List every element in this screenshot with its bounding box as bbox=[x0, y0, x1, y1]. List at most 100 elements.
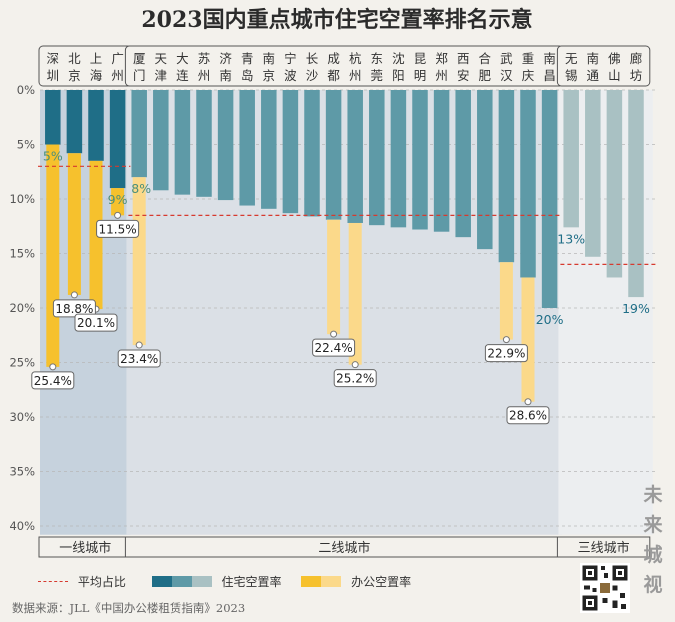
city-label-top: 天 bbox=[155, 51, 168, 66]
city-label-bottom: 津 bbox=[155, 68, 168, 83]
residential-bar bbox=[412, 90, 428, 230]
office-bar bbox=[348, 222, 362, 365]
residential-bar bbox=[455, 90, 471, 238]
residential-bar bbox=[217, 90, 234, 201]
legend-res-swatch-1 bbox=[151, 576, 172, 587]
group-footer-box bbox=[556, 536, 651, 558]
group-footer-label: 三线城市 bbox=[578, 540, 630, 556]
office-value-box bbox=[333, 369, 377, 388]
city-label-top: 郑 bbox=[435, 51, 448, 66]
watermark-char: 城 bbox=[643, 544, 663, 566]
residential-value-label: 19% bbox=[622, 301, 650, 316]
city-label-top: 北 bbox=[68, 51, 81, 66]
residential-value-label: 5% bbox=[43, 149, 63, 164]
watermark-char: 来 bbox=[643, 514, 663, 536]
office-bar-end-dot bbox=[524, 398, 532, 406]
office-bar-end-dot bbox=[351, 361, 359, 369]
legend-avg-label: 平均占比 bbox=[77, 575, 126, 589]
city-label-bottom: 明 bbox=[414, 68, 427, 83]
chart-title: 2023国内重点城市住宅空置率排名示意 bbox=[141, 7, 532, 33]
city-label-bottom: 岛 bbox=[241, 68, 254, 83]
residential-value-label: 13% bbox=[557, 231, 585, 246]
city-label-top: 昆 bbox=[414, 51, 427, 66]
residential-bar bbox=[390, 90, 407, 228]
residential-bar bbox=[196, 90, 212, 197]
residential-bar bbox=[304, 90, 320, 217]
city-label-bottom: 阳 bbox=[392, 68, 405, 83]
y-tick-label: 10% bbox=[9, 192, 35, 206]
y-tick-label: 15% bbox=[9, 247, 35, 261]
residential-bar bbox=[477, 90, 493, 250]
legend-avg-line-swatch bbox=[38, 581, 68, 582]
office-bar bbox=[111, 188, 125, 216]
residential-bar bbox=[45, 90, 61, 145]
residential-bar bbox=[88, 90, 104, 161]
city-label-top: 西 bbox=[457, 51, 470, 66]
office-value-box bbox=[506, 406, 550, 425]
office-value-label: 28.6% bbox=[509, 409, 547, 423]
office-value-box bbox=[96, 219, 140, 238]
city-label-bottom: 波 bbox=[284, 68, 297, 83]
office-value-box bbox=[31, 371, 75, 390]
group-header-box bbox=[124, 45, 564, 87]
city-label-top: 广 bbox=[111, 51, 124, 66]
residential-value-label: 9% bbox=[108, 192, 128, 207]
y-tick-label: 35% bbox=[9, 465, 35, 479]
residential-bar bbox=[369, 90, 385, 226]
city-label-top: 大 bbox=[176, 51, 189, 66]
residential-bar bbox=[585, 90, 601, 257]
city-label-bottom: 通 bbox=[587, 68, 600, 83]
city-label-bottom: 门 bbox=[133, 68, 146, 83]
city-label-bottom: 汉 bbox=[500, 68, 513, 83]
legend-office-swatch-1 bbox=[301, 576, 322, 587]
residential-bar bbox=[239, 90, 255, 206]
office-value-label: 25.4% bbox=[34, 374, 72, 388]
city-label-bottom: 昌 bbox=[543, 68, 556, 83]
residential-bar bbox=[109, 90, 126, 189]
legend-office-swatch-2 bbox=[321, 576, 342, 587]
qr-code-icon bbox=[580, 563, 630, 613]
residential-bar bbox=[563, 90, 579, 228]
city-label-top: 南 bbox=[263, 51, 276, 66]
city-label-bottom: 肥 bbox=[479, 68, 492, 83]
office-bar bbox=[521, 277, 535, 402]
city-label-bottom: 连 bbox=[176, 68, 189, 83]
city-label-top: 宁 bbox=[284, 51, 297, 66]
city-label-top: 济 bbox=[219, 51, 232, 66]
watermark-char: 视 bbox=[643, 574, 663, 596]
city-label-bottom: 安 bbox=[457, 68, 470, 83]
residential-bar bbox=[66, 90, 83, 154]
city-label-top: 成 bbox=[327, 51, 340, 66]
city-label-top: 廊 bbox=[630, 51, 643, 66]
group-footer-label: 一线城市 bbox=[59, 540, 111, 556]
office-bar bbox=[89, 160, 103, 310]
office-value-box bbox=[74, 313, 118, 332]
office-value-box bbox=[117, 349, 161, 368]
office-bar-end-dot bbox=[49, 363, 57, 371]
office-value-box bbox=[52, 299, 96, 318]
y-tick-label: 20% bbox=[9, 301, 35, 315]
city-label-bottom: 莞 bbox=[371, 68, 384, 83]
residential-bar bbox=[541, 90, 558, 308]
residential-bar bbox=[325, 90, 342, 220]
city-label-top: 深 bbox=[47, 51, 60, 66]
residential-bar bbox=[282, 90, 299, 214]
office-bar bbox=[327, 219, 341, 335]
group-header-box bbox=[556, 45, 651, 87]
city-label-bottom: 京 bbox=[263, 68, 276, 83]
city-label-bottom: 沙 bbox=[306, 68, 319, 83]
y-tick-label: 5% bbox=[17, 138, 35, 152]
group-background bbox=[126, 90, 563, 535]
residential-bar bbox=[520, 90, 536, 278]
city-label-bottom: 庆 bbox=[522, 68, 535, 83]
office-value-box bbox=[484, 344, 528, 363]
city-label-top: 杭 bbox=[349, 51, 362, 66]
city-label-bottom: 州 bbox=[111, 68, 124, 83]
city-label-top: 南 bbox=[543, 51, 556, 66]
residential-bar bbox=[498, 90, 515, 263]
residential-bar bbox=[433, 90, 450, 232]
city-label-top: 合 bbox=[479, 51, 492, 66]
y-tick-label: 25% bbox=[9, 356, 35, 370]
city-label-top: 沈 bbox=[392, 51, 405, 66]
